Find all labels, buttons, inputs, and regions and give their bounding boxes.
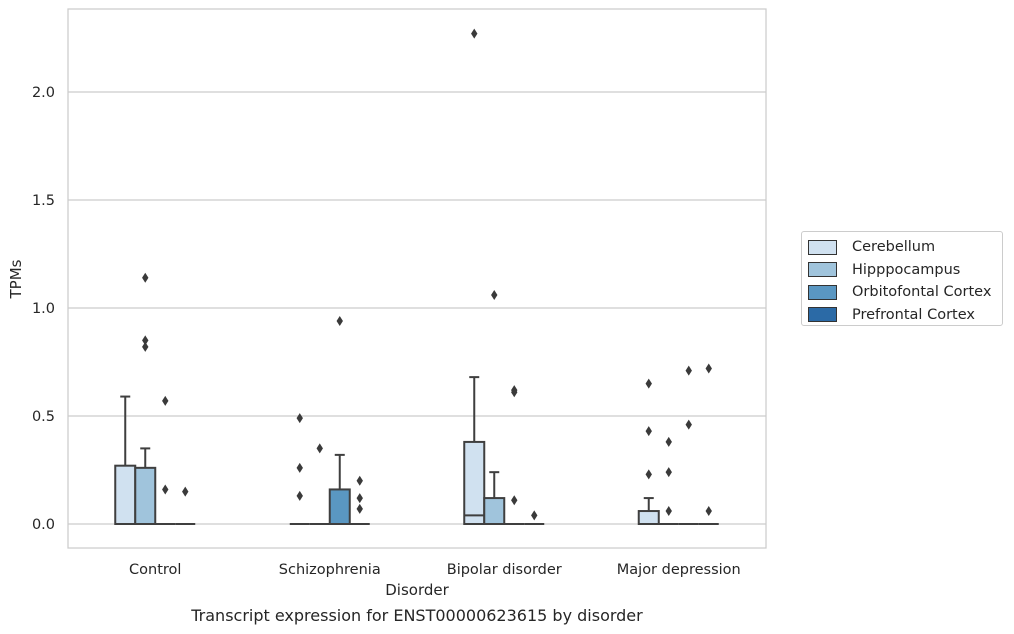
outlier-point	[356, 503, 363, 514]
legend-swatch	[808, 307, 837, 323]
y-axis-label: TPMs	[7, 259, 25, 299]
legend-label: Prefrontal Cortex	[852, 306, 975, 323]
outlier-point	[296, 490, 303, 501]
y-tick-label: 1.0	[32, 301, 55, 317]
legend-label: Hipppocampus	[852, 261, 961, 278]
figure-caption: Transcript expression for ENST0000062361…	[191, 606, 643, 625]
outlier-point	[162, 484, 169, 495]
legend-item: Prefrontal Cortex	[808, 304, 996, 327]
box-cerebellum	[463, 28, 486, 526]
x-tick-label: Control	[129, 562, 181, 578]
box-orbitofontal-cortex	[504, 385, 525, 525]
box-hipppocampus	[134, 272, 157, 525]
outlier-point	[665, 506, 672, 517]
outlier-point	[316, 443, 323, 454]
legend-label: Cerebellum	[852, 239, 936, 256]
box-cerebellum	[637, 378, 660, 526]
y-tick-label: 0.5	[32, 409, 55, 425]
box-body	[114, 464, 137, 525]
box-prefrontal-cortex	[349, 475, 370, 525]
x-tick-label: Schizophrenia	[279, 562, 381, 578]
legend: Cerebellum Hipppocampus Orbitofontal Corte…	[801, 231, 1003, 326]
outlier-point	[491, 290, 498, 301]
box-prefrontal-cortex	[524, 510, 545, 525]
box-body	[328, 488, 351, 526]
legend-swatch	[808, 284, 837, 300]
x-tick-label: Major depression	[617, 562, 741, 578]
outlier-point	[685, 365, 692, 376]
box-orbitofontal-cortex	[328, 315, 351, 526]
box-body	[483, 497, 506, 525]
box-cerebellum	[114, 395, 137, 525]
outlier-point	[645, 378, 652, 389]
outlier-point	[142, 341, 149, 352]
y-tick-label: 1.5	[32, 193, 55, 209]
box-body	[463, 440, 486, 526]
outlier-point	[705, 506, 712, 517]
outlier-point	[531, 510, 538, 521]
legend-item: Hipppocampus	[808, 259, 996, 282]
outlier-point	[685, 419, 692, 430]
outlier-point	[356, 475, 363, 486]
box-body	[637, 510, 660, 526]
outlier-point	[511, 495, 518, 506]
box-orbitofontal-cortex	[678, 365, 699, 525]
legend-item: Orbitofontal Cortex	[808, 281, 996, 304]
outlier-point	[645, 469, 652, 480]
box-cerebellum	[289, 413, 310, 525]
box-orbitofontal-cortex	[155, 395, 176, 525]
box-body	[134, 466, 157, 525]
outlier-point	[645, 426, 652, 437]
outlier-point	[705, 363, 712, 374]
legend-item: Cerebellum	[808, 236, 996, 259]
legend-swatch	[808, 239, 837, 255]
outlier-point	[471, 28, 478, 39]
y-tick-label: 0.0	[32, 517, 55, 533]
outlier-point	[356, 493, 363, 504]
plot-frame	[67, 8, 767, 549]
box-prefrontal-cortex	[698, 363, 719, 525]
box-hipppocampus	[483, 290, 506, 525]
outlier-point	[142, 335, 149, 346]
outlier-point	[296, 462, 303, 473]
x-tick-label: Bipolar disorder	[447, 562, 562, 578]
outlier-point	[142, 272, 149, 283]
y-axis-ticks: 0.0 0.5 1.0 1.5 2.0	[32, 85, 55, 533]
outlier-point	[162, 395, 169, 406]
box-plot-series	[114, 28, 719, 526]
outlier-point	[511, 387, 518, 398]
legend-swatch	[808, 262, 837, 278]
legend-label: Orbitofontal Cortex	[852, 284, 992, 301]
outlier-point	[336, 315, 343, 326]
outlier-point	[665, 436, 672, 447]
box-hipppocampus	[658, 436, 679, 525]
outlier-point	[296, 413, 303, 424]
y-tick-label: 2.0	[32, 85, 55, 101]
box-prefrontal-cortex	[175, 486, 196, 525]
x-axis-ticks: Control Schizophrenia Bipolar disorder Majo…	[129, 562, 741, 578]
x-axis-label: Disorder	[385, 581, 449, 599]
y-gridlines	[68, 91, 766, 525]
outlier-point	[182, 486, 189, 497]
box-hipppocampus	[309, 443, 330, 525]
outlier-point	[665, 467, 672, 478]
